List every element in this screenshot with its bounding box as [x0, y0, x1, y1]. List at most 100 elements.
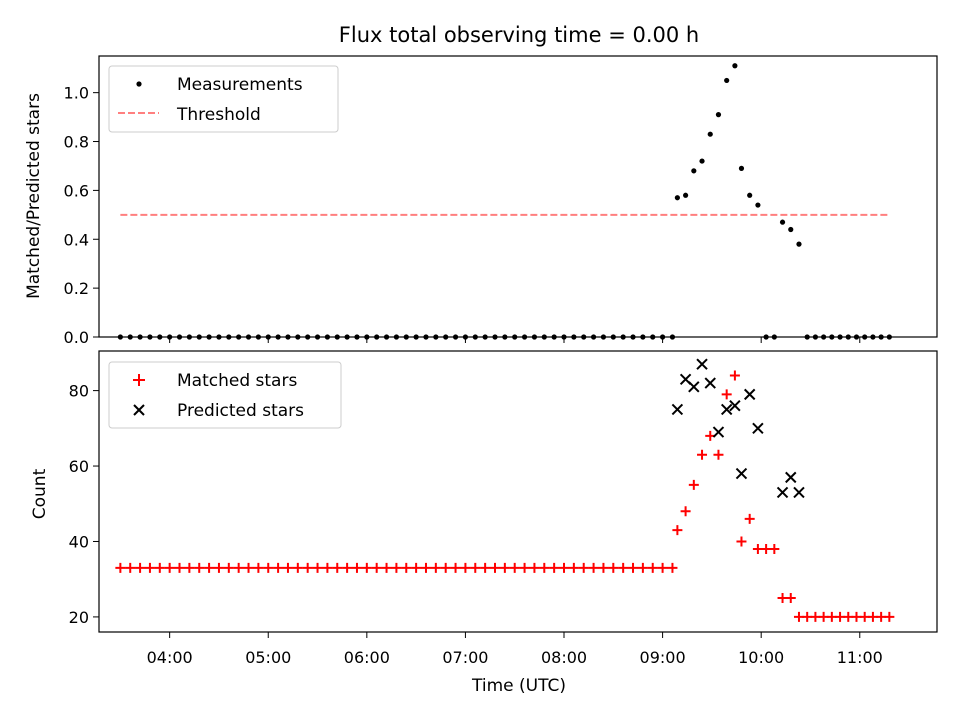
matched-star-point: [769, 544, 780, 555]
matched-star-point: [342, 562, 353, 573]
legend-marker-predicted-stars: [133, 404, 145, 416]
matched-star-point: [233, 562, 244, 573]
matched-star-point: [736, 536, 747, 547]
legend-marker-measurements: [136, 81, 142, 87]
matched-star-point: [204, 562, 215, 573]
matched-star-point: [460, 562, 471, 573]
measurement-point: [779, 219, 786, 225]
predicted-star-point: [776, 486, 789, 499]
predicted-star-point: [688, 381, 700, 393]
matched-star-point: [164, 562, 175, 573]
matched-star-point: [371, 562, 382, 573]
matched-star-point: [568, 562, 579, 573]
matched-star-point: [381, 562, 392, 573]
y-tick-label: 80: [69, 382, 89, 401]
matched-star-point: [273, 562, 284, 573]
matched-star-point: [884, 611, 895, 622]
matched-star-point: [744, 513, 755, 524]
matched-star-point: [672, 525, 683, 536]
y-tick-label: 40: [69, 532, 89, 551]
matched-star-point: [174, 562, 185, 573]
matched-star-point: [450, 562, 461, 573]
matched-star-point: [184, 562, 195, 573]
matched-star-point: [509, 562, 520, 573]
y-tick-label: 60: [69, 457, 89, 476]
matched-star-point: [729, 370, 740, 381]
matched-star-point: [351, 562, 362, 573]
matched-star-point: [154, 562, 165, 573]
matched-star-point: [302, 562, 313, 573]
matched-star-point: [411, 562, 422, 573]
matched-star-point: [688, 479, 699, 490]
predicted-star-point: [752, 422, 764, 435]
x-tick-label: 06:00: [344, 648, 390, 667]
matched-star-point: [322, 562, 333, 573]
matched-star-point: [440, 562, 451, 573]
matched-star-point: [721, 389, 732, 400]
matched-star-point: [115, 562, 126, 573]
measurement-point: [738, 165, 745, 171]
legend-marker-matched-stars: [133, 374, 145, 386]
predicted-star-point: [696, 358, 708, 370]
measurement-point: [674, 195, 680, 201]
top-axes-frame: [98, 55, 938, 338]
bottom-y-axis: 20 40 60 80: [69, 382, 99, 627]
x-tick-label: 10:00: [738, 648, 784, 667]
matched-star-point: [598, 562, 609, 573]
matched-star-point: [713, 449, 724, 460]
top-y-axis: 0.0 0.2 0.4 0.6 0.8 1.0: [64, 84, 99, 347]
legend-label-measurements: Measurements: [177, 75, 303, 95]
measurement-point: [683, 192, 689, 198]
predicted-star-point: [671, 403, 684, 416]
bottom-x-axis: 04:00 05:00 06:00 07:00 08:00 09:00 10:00 11:00: [147, 632, 883, 667]
matched-star-point: [618, 562, 629, 573]
x-tick-label: 09:00: [640, 648, 686, 667]
y-tick-label: 0.2: [64, 279, 89, 298]
predicted-star-point: [729, 399, 741, 412]
matched-star-point: [628, 562, 639, 573]
measurement-point: [747, 192, 753, 198]
x-tick-label: 07:00: [442, 648, 488, 667]
top-y-axis-label: Matched/Predicted stars: [24, 93, 44, 299]
matched-star-point: [489, 562, 500, 573]
predicted-star-point: [712, 426, 725, 438]
matched-star-point: [144, 562, 155, 573]
bottom-panel: 20 40 60 80 04:00 05:00 06:00 07:00 08:00 09:00 1…: [30, 350, 938, 696]
matched-star-point: [470, 562, 481, 573]
y-tick-label: 1.0: [64, 84, 89, 103]
matched-star-point: [529, 562, 540, 573]
predicted-star-point: [793, 486, 805, 499]
matched-star-point: [680, 506, 691, 517]
matched-star-point: [420, 562, 431, 573]
matched-star-point: [657, 562, 668, 573]
matched-star-point: [312, 562, 323, 573]
matched-star-point: [559, 562, 570, 573]
y-tick-label: 0.6: [64, 181, 89, 200]
measurement-point: [724, 77, 730, 84]
matched-star-point: [361, 562, 372, 573]
matched-star-point: [647, 562, 658, 573]
bottom-legend: Matched stars Predicted stars: [108, 361, 342, 429]
chart-title: Flux total observing time = 0.00 h: [339, 23, 699, 47]
measurement-point: [732, 63, 738, 69]
matched-star-point: [135, 562, 146, 573]
matched-star-point: [785, 593, 796, 604]
predicted-star-point: [735, 467, 748, 480]
matched-star-point: [430, 562, 441, 573]
predicted-star-point: [704, 377, 716, 389]
top-legend-box: [108, 65, 339, 133]
measurement-point: [699, 158, 705, 164]
matched-star-point: [391, 562, 402, 573]
matched-star-point: [223, 562, 234, 573]
x-tick-label: 05:00: [245, 648, 291, 667]
x-tick-label: 11:00: [837, 648, 883, 667]
x-axis-label: Time (UTC): [471, 676, 566, 696]
bottom-y-axis-label: Count: [30, 468, 50, 519]
measurement-point: [788, 226, 794, 233]
measurement-point: [796, 241, 802, 247]
matched-star-point: [549, 562, 560, 573]
x-tick-label: 08:00: [541, 648, 587, 667]
matched-star-point: [253, 562, 264, 573]
matched-star-point: [697, 449, 708, 460]
